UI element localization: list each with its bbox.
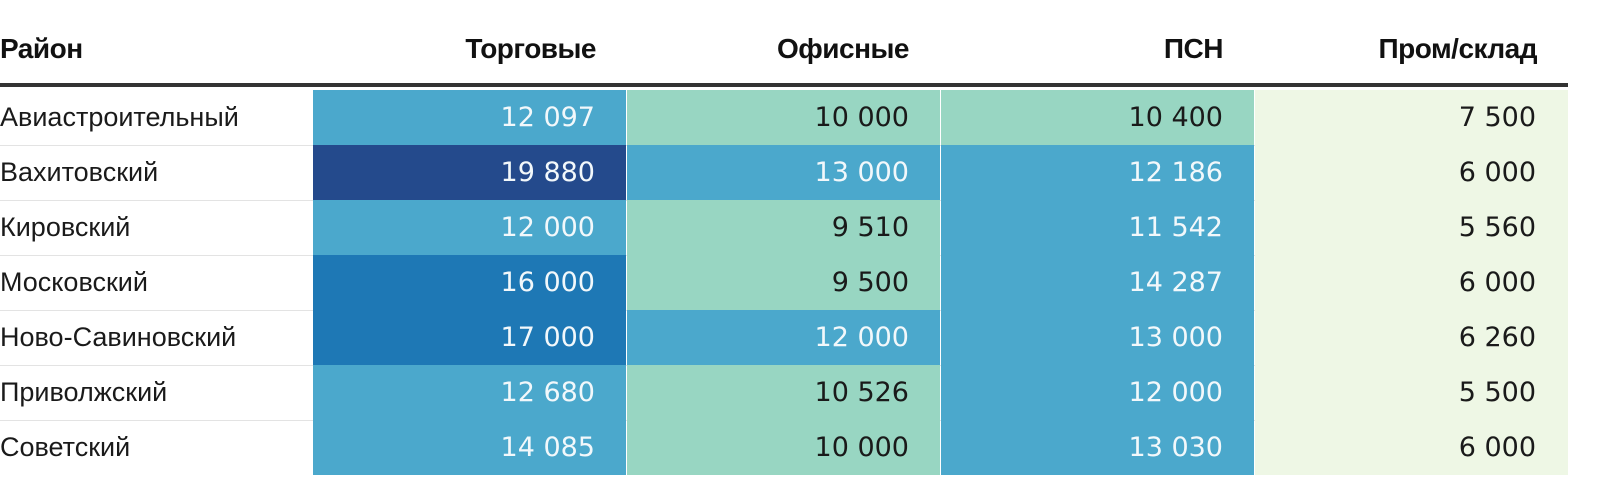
heatmap-cell: 5 560 (1255, 200, 1568, 255)
heatmap-cell: 10 400 (941, 90, 1254, 145)
heatmap-cell: 12 000 (941, 365, 1254, 420)
table-row: Советский 14 085 10 000 13 030 6 000 (0, 420, 1568, 475)
header-industrial: Пром/склад (1378, 33, 1537, 64)
table-row: Вахитовский 19 880 13 000 12 186 6 000 (0, 145, 1568, 200)
heatmap-cell: 16 000 (313, 255, 626, 310)
heatmap-cell: 17 000 (313, 310, 626, 365)
heatmap-cell: 13 000 (941, 310, 1254, 365)
header-office: Офисные (777, 33, 909, 64)
header-district: Район (0, 33, 83, 64)
heatmap-cell: 9 500 (627, 255, 940, 310)
table-row: Ново-Савиновский 17 000 12 000 13 000 6 260 (0, 310, 1568, 365)
heatmap-cell: 6 260 (1255, 310, 1568, 365)
header-retail: Торговые (465, 33, 596, 64)
table-row: Авиастроительный 12 097 10 000 10 400 7 500 (0, 90, 1568, 145)
table-row: Приволжский 12 680 10 526 12 000 5 500 (0, 365, 1568, 420)
heatmap-cell: 13 030 (941, 420, 1254, 475)
heatmap-cell: 12 680 (313, 365, 626, 420)
heatmap-cell: 12 000 (313, 200, 626, 255)
district-name: Авиастроительный (0, 102, 239, 132)
heatmap-cell: 9 510 (627, 200, 940, 255)
district-name: Советский (0, 432, 131, 462)
heatmap-cell: 19 880 (313, 145, 626, 200)
district-name: Московский (0, 267, 148, 297)
district-name: Кировский (0, 212, 131, 242)
header-psn: ПСН (1163, 33, 1224, 64)
heatmap-cell: 7 500 (1255, 90, 1568, 145)
heatmap-cell: 14 085 (313, 420, 626, 475)
heatmap-cell: 10 000 (627, 90, 940, 145)
heatmap-cell: 10 000 (627, 420, 940, 475)
heatmap-cell: 12 000 (627, 310, 940, 365)
heatmap-cell: 6 000 (1255, 420, 1568, 475)
heatmap-cell: 5 500 (1255, 365, 1568, 420)
district-name: Ново-Савиновский (0, 322, 237, 352)
table-header: Район Торговые Офисные ПСН Пром/склад (0, 0, 1568, 87)
district-name: Вахитовский (0, 157, 159, 187)
table-row: Московский 16 000 9 500 14 287 6 000 (0, 255, 1568, 310)
table-row: Кировский 12 000 9 510 11 542 5 560 (0, 200, 1568, 255)
heatmap-cell: 6 000 (1255, 145, 1568, 200)
heatmap-cell: 14 287 (941, 255, 1254, 310)
district-name: Приволжский (0, 377, 168, 407)
heatmap-cell: 11 542 (941, 200, 1254, 255)
heatmap-cell: 12 186 (941, 145, 1254, 200)
heatmap-cell: 12 097 (313, 90, 626, 145)
heatmap-cell: 10 526 (627, 365, 940, 420)
heatmap-cell: 13 000 (627, 145, 940, 200)
heatmap-cell: 6 000 (1255, 255, 1568, 310)
